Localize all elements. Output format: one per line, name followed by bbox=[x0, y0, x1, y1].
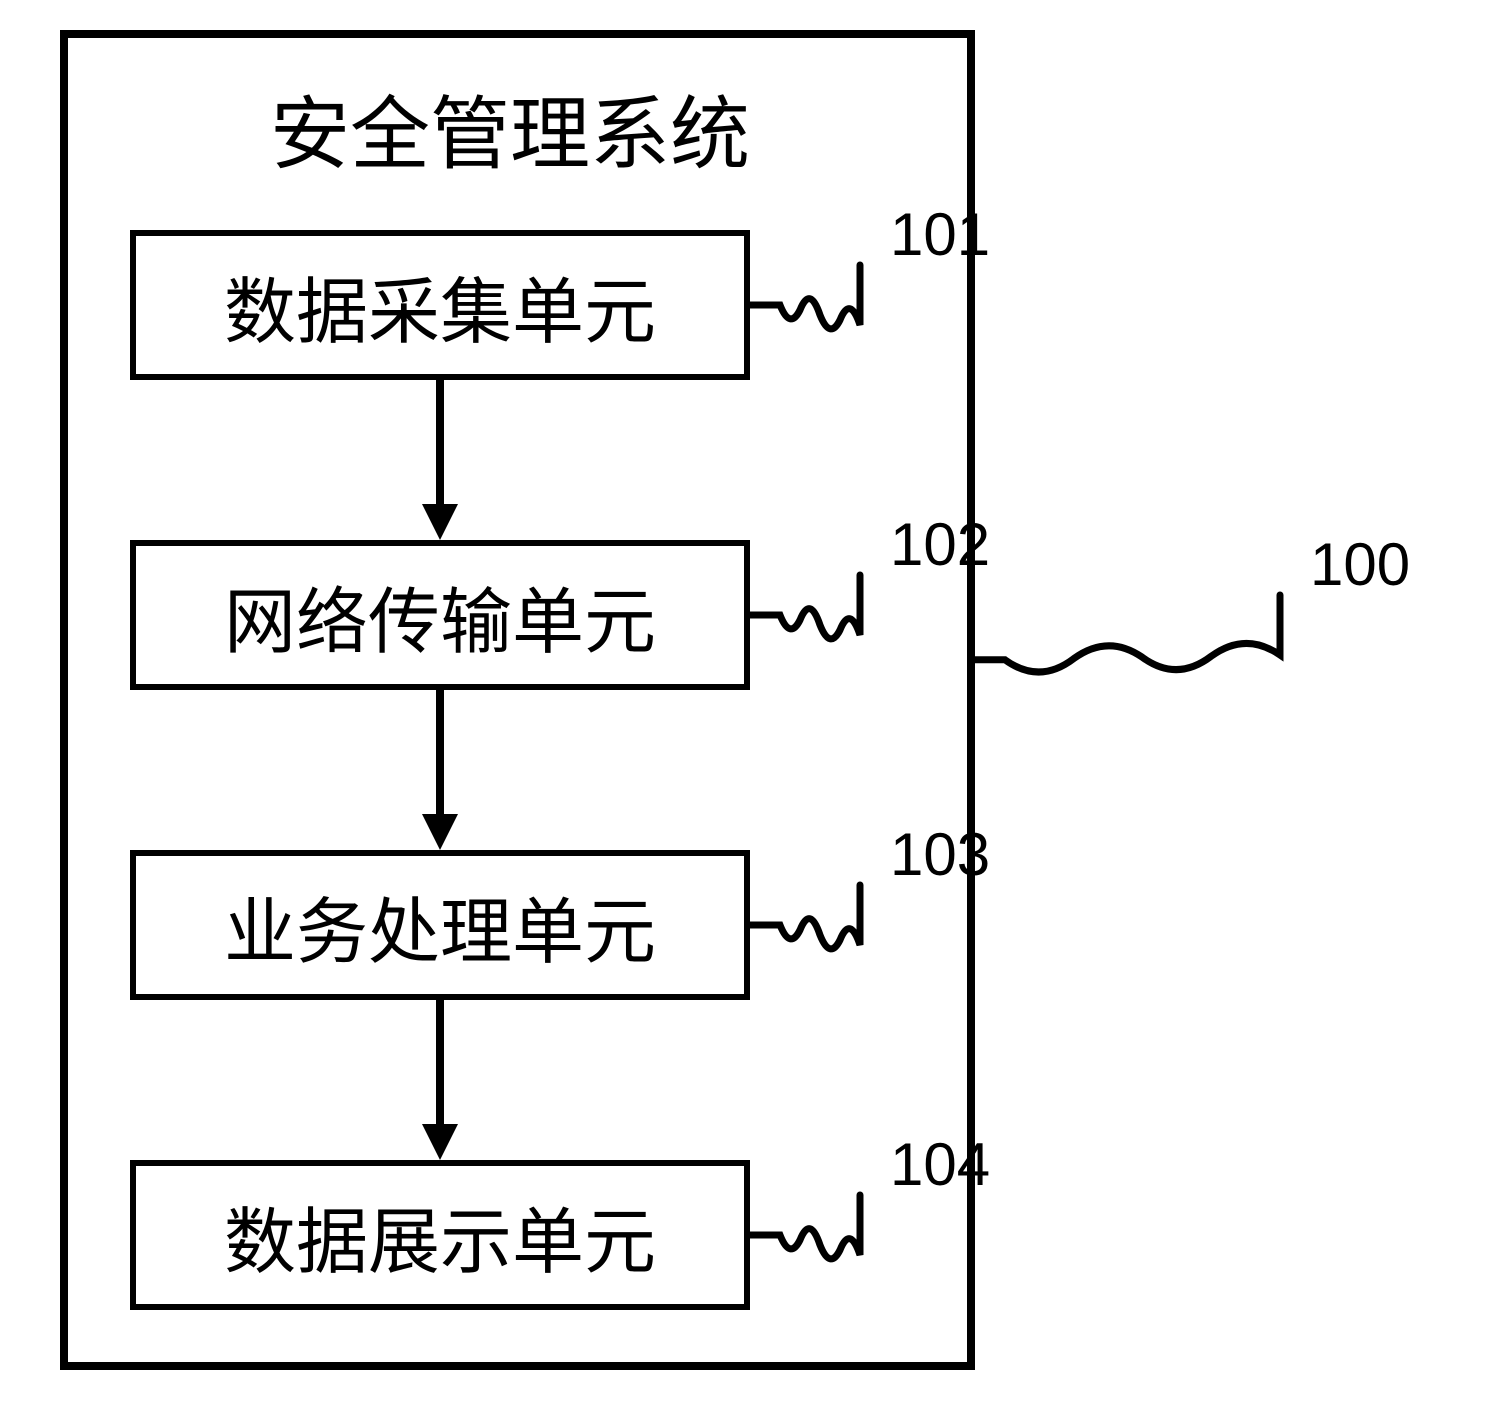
ref-label-104: 104 bbox=[890, 1130, 990, 1199]
ref-label-100: 100 bbox=[1310, 530, 1410, 599]
leader-outer bbox=[975, 595, 1280, 672]
diagram-title: 安全管理系统 bbox=[160, 70, 860, 186]
flow-node-n102: 网络传输单元 bbox=[130, 540, 750, 690]
ref-label-102: 102 bbox=[890, 510, 990, 579]
ref-label-103: 103 bbox=[890, 820, 990, 889]
ref-label-101: 101 bbox=[890, 200, 990, 269]
flow-node-n101: 数据采集单元 bbox=[130, 230, 750, 380]
diagram-canvas: 安全管理系统数据采集单元网络传输单元业务处理单元数据展示单元 101 102 103 1… bbox=[0, 0, 1487, 1408]
flow-node-n103: 业务处理单元 bbox=[130, 850, 750, 1000]
flow-node-n104: 数据展示单元 bbox=[130, 1160, 750, 1310]
